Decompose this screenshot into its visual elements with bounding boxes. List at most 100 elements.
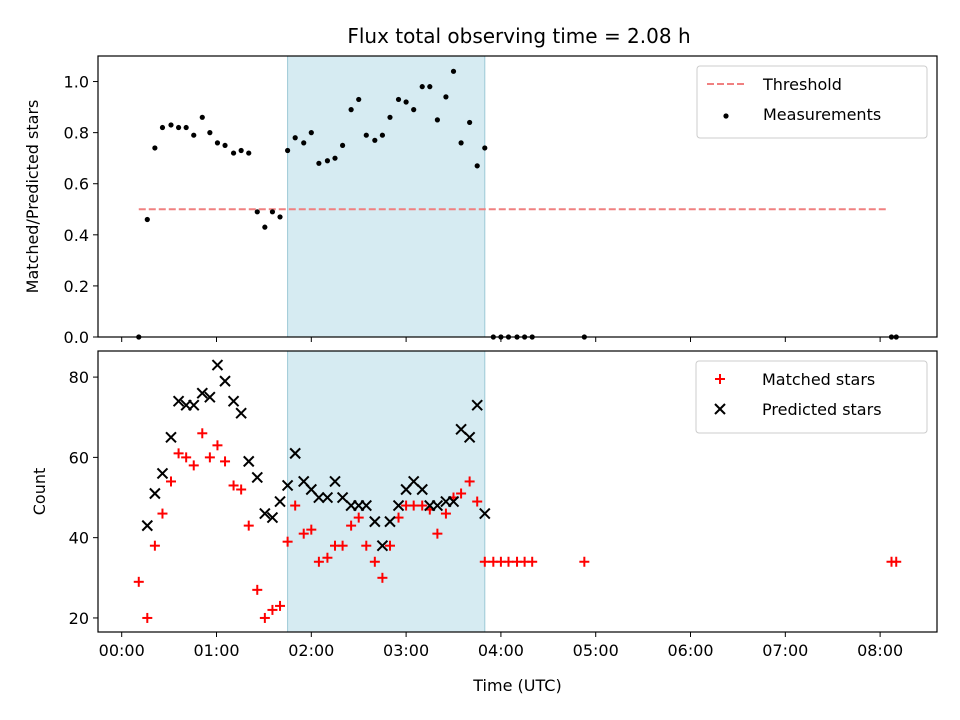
series-predicted-stars [141,359,491,552]
data-point [285,147,291,154]
data-point [503,556,514,567]
data-point [329,475,341,488]
data-point [369,515,381,528]
data-point [392,499,405,512]
y-tick-label: 0.2 [64,277,89,296]
data-point [282,536,293,547]
data-point [417,500,428,511]
data-point [259,507,271,520]
data-point [361,540,372,551]
data-point [141,519,154,532]
data-point [321,491,334,504]
series-matched-stars [133,428,902,623]
data-point [214,140,221,146]
data-point [308,130,314,136]
legend-marker [723,113,729,119]
y-tick-label: 80 [69,368,89,387]
legend-marker [715,374,725,384]
y-axis-label: Count [30,468,49,516]
data-point [204,391,216,403]
data-point [196,387,208,399]
x-tick-label: 04:00 [478,641,524,660]
data-point [230,150,237,156]
data-point [207,130,213,136]
data-point [353,512,364,523]
legend-label: Measurements [763,105,881,124]
data-point [339,142,346,149]
data-point [292,135,298,141]
data-point [403,99,409,105]
data-point [152,145,158,151]
data-point [156,467,169,480]
data-point [356,96,362,103]
data-point [579,556,590,567]
data-point [411,107,417,113]
legend-label: Predicted stars [762,400,882,419]
y-tick-label: 0.8 [64,124,89,143]
data-point [456,488,467,499]
x-tick-label: 02:00 [288,641,334,660]
data-point [379,132,386,138]
data-point [348,107,354,113]
data-point [408,500,419,511]
data-point [181,452,192,463]
plot-frame [97,350,938,633]
data-point [191,132,197,138]
data-point [479,556,490,567]
data-point [142,612,153,623]
y-tick-label: 0.6 [64,175,89,194]
data-point [168,122,174,128]
data-point [447,495,460,508]
data-point [313,491,325,504]
data-point [204,452,215,463]
data-point [472,496,483,507]
data-point [251,471,263,484]
data-point [274,495,286,508]
data-point [227,395,240,407]
x-tick-label: 00:00 [99,641,145,660]
data-point [471,399,483,411]
data-point [199,114,205,120]
data-point [266,511,279,524]
plot-frame [97,55,938,338]
data-point [427,84,433,90]
data-point [450,68,457,74]
data-point [267,604,278,615]
data-point [259,612,270,623]
data-point [173,448,184,459]
y-tick-label: 60 [69,448,89,467]
y-tick-label: 0.4 [64,226,89,245]
legend: Matched stars Predicted stars [695,360,928,434]
data-point [419,84,425,90]
data-point [238,147,244,154]
data-point [360,499,372,512]
data-point [188,460,199,471]
data-point [228,480,239,491]
data-point [324,158,331,164]
data-point [432,528,443,539]
data-point [172,395,185,407]
legend-box [695,360,928,434]
data-point [149,487,161,500]
y-tick-label: 0.0 [64,328,89,347]
data-point [275,600,286,611]
data-point [149,540,160,551]
data-point [440,508,451,519]
x-tick-label: 08:00 [857,641,903,660]
data-point [387,114,393,120]
data-point [384,515,396,528]
top-panel: 0.0 0.2 0.4 0.6 0.8 1.0 Matched/Predicted star… [23,55,938,347]
data-point [290,500,301,511]
legend-label: Matched stars [762,370,875,389]
legend-box [696,65,928,139]
x-axis-label: Time (UTC) [472,676,561,695]
data-point [269,209,276,215]
x-tick-label: 06:00 [667,641,713,660]
data-point [281,479,294,492]
data-point [197,428,208,439]
highlight-span [287,55,486,338]
data-point [891,556,902,567]
data-point [479,507,491,520]
data-point [332,155,338,161]
